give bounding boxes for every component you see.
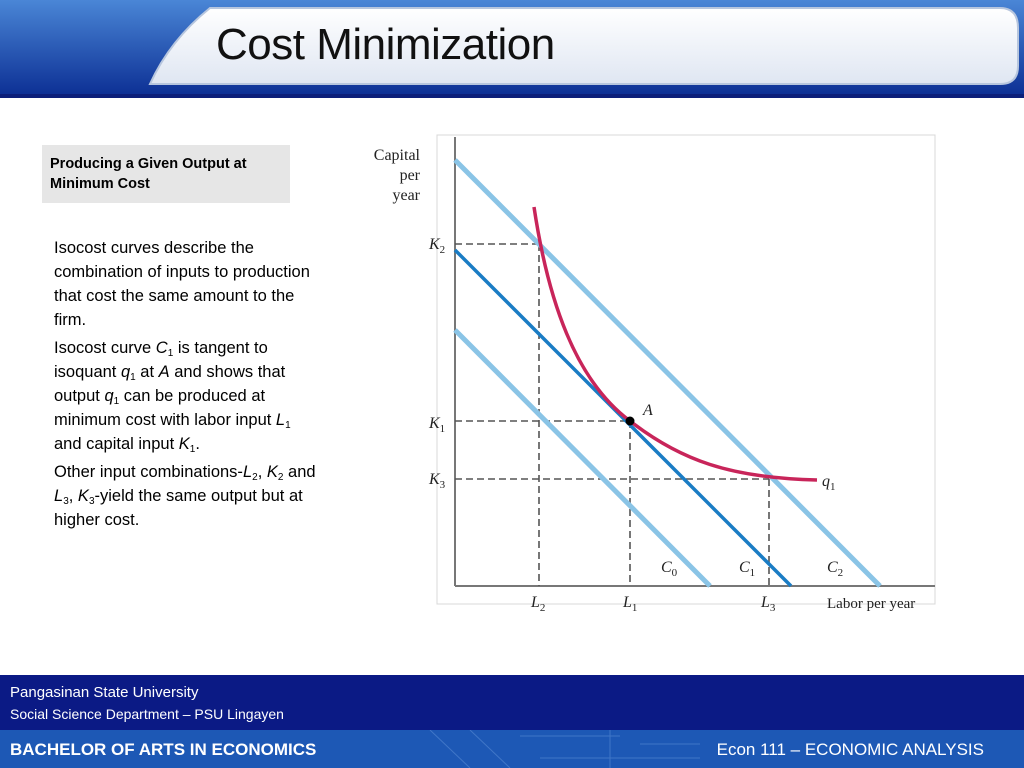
subtitle-box: Producing a Given Output at Minimum Cost — [42, 145, 290, 203]
isocost-c2 — [453, 158, 882, 588]
header-background — [0, 0, 1024, 98]
header-banner: Cost Minimization — [0, 0, 1024, 100]
l1-label: L1 — [622, 594, 637, 614]
body-text: Isocost curves describe the combination … — [54, 236, 319, 536]
department-name: Social Science Department – PSU Lingayen — [10, 706, 284, 722]
paragraph-1: Isocost curves describe the combination … — [54, 239, 310, 329]
page-title: Cost Minimization — [216, 20, 555, 69]
point-a-label: A — [642, 402, 653, 419]
y-axis-label-1: Capital — [374, 147, 421, 164]
footer: Pangasinan State University Social Scien… — [0, 675, 1024, 768]
l2-label: L2 — [530, 594, 545, 614]
c2-label: C2 — [827, 559, 843, 579]
graph-frame — [436, 134, 936, 605]
university-name: Pangasinan State University — [10, 684, 199, 701]
footer-bottom: BACHELOR OF ARTS IN ECONOMICS Econ 111 –… — [0, 730, 1024, 768]
y-axis-label-3: year — [392, 187, 420, 204]
k2-label: K2 — [428, 236, 445, 256]
c1-label: C1 — [739, 559, 755, 579]
x-axis-label: Labor per year — [827, 596, 915, 612]
y-axis-label-2: per — [400, 167, 421, 184]
subtitle-line-1: Producing a Given Output at — [50, 156, 247, 172]
isocost-c0 — [453, 328, 712, 588]
l3-label: L3 — [760, 594, 776, 614]
k3-label: K3 — [428, 471, 446, 491]
course-label: Econ 111 – ECONOMIC ANALYSIS — [716, 740, 984, 759]
paragraph-2: Isocost curve C1 is tangent to isoquant … — [54, 339, 291, 455]
program-label: BACHELOR OF ARTS IN ECONOMICS — [10, 740, 317, 759]
footer-decoration — [429, 730, 700, 768]
point-a-marker — [625, 416, 635, 426]
k1-label: K1 — [428, 415, 445, 435]
paragraph-3: Other input combinations-L2, K2 and L3, … — [54, 463, 316, 529]
c0-label: C0 — [661, 559, 678, 579]
q1-label: q1 — [822, 473, 836, 493]
subtitle-line-2: Minimum Cost — [50, 176, 150, 192]
isoquant-q1 — [532, 206, 818, 482]
isocost-c1 — [453, 248, 793, 588]
footer-top: Pangasinan State University Social Scien… — [0, 675, 1024, 730]
